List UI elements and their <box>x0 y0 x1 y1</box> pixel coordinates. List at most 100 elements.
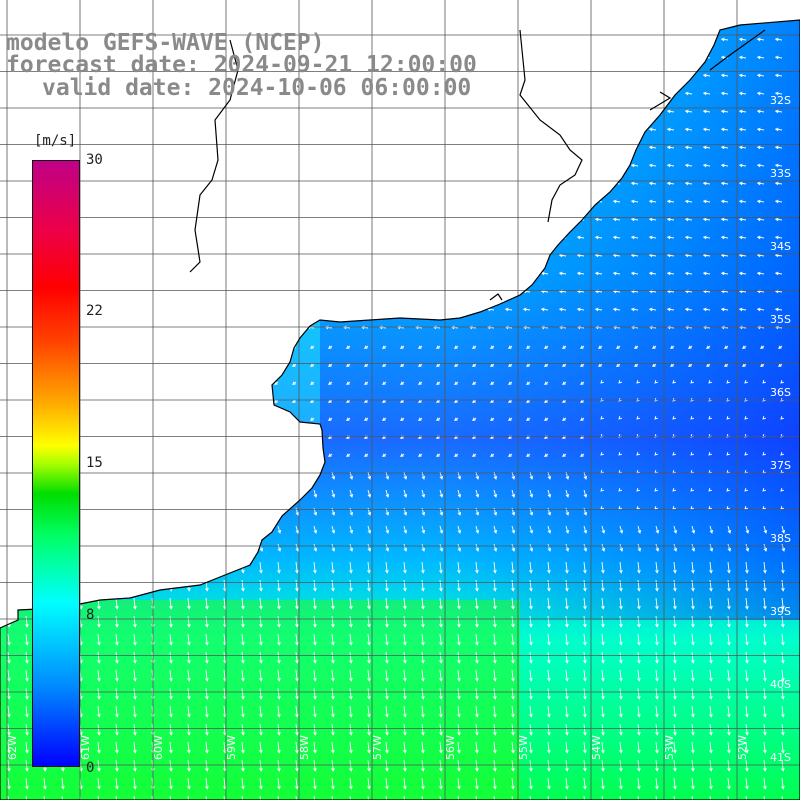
wind-arrow <box>439 579 443 592</box>
wind-arrow <box>490 417 495 421</box>
wind-arrow <box>637 687 641 700</box>
wind-arrow <box>763 651 767 664</box>
wind-arrow <box>277 597 281 610</box>
wind-arrow <box>565 651 569 664</box>
wind-arrow <box>205 759 209 772</box>
wind-arrow <box>382 381 387 385</box>
wind-arrow <box>439 723 443 736</box>
wind-arrow <box>744 487 749 492</box>
wind-arrow <box>619 579 623 592</box>
wind-arrow <box>295 561 299 574</box>
wind-arrow <box>385 759 389 772</box>
wind-arrow <box>385 579 389 592</box>
wind-arrow <box>508 381 513 385</box>
wind-arrow <box>349 777 353 790</box>
wind-arrow <box>702 199 711 204</box>
wind-arrow <box>745 525 750 534</box>
wind-arrow <box>313 561 317 574</box>
wind-arrow <box>277 723 281 736</box>
wind-arrow <box>295 579 299 592</box>
wind-arrow <box>7 723 11 736</box>
wind-arrow <box>565 579 569 592</box>
wind-arrow <box>313 669 317 682</box>
wind-arrow <box>367 615 371 628</box>
wind-arrow <box>490 381 495 385</box>
wind-arrow <box>241 633 245 646</box>
wind-arrow <box>684 307 693 312</box>
wind-arrow <box>115 705 119 718</box>
wind-arrow <box>439 687 443 700</box>
wind-arrow <box>781 597 785 610</box>
wind-arrow <box>511 579 515 592</box>
wind-arrow <box>601 561 605 574</box>
wind-arrow <box>25 669 29 682</box>
wind-arrow <box>133 597 137 610</box>
wind-arrow <box>454 363 459 367</box>
wind-arrow <box>666 199 675 204</box>
wind-arrow <box>472 381 477 385</box>
wind-arrow <box>475 741 479 754</box>
wind-arrow <box>295 723 299 736</box>
wind-arrow <box>205 777 209 790</box>
wind-arrow <box>331 489 336 498</box>
wind-arrow <box>346 417 351 421</box>
wind-arrow <box>529 579 533 592</box>
wind-arrow <box>277 741 281 754</box>
wind-arrow <box>436 381 441 385</box>
wind-arrow <box>744 505 749 510</box>
wind-arrow <box>691 669 695 682</box>
wind-arrow <box>565 633 569 646</box>
wind-arrow <box>708 379 713 384</box>
wind-arrow <box>403 597 407 610</box>
wind-arrow <box>648 307 657 312</box>
wind-arrow <box>259 615 263 628</box>
wind-arrow <box>774 307 783 312</box>
wind-arrow <box>672 379 677 384</box>
wind-arrow <box>756 235 765 240</box>
wind-arrow <box>547 597 551 610</box>
wind-arrow <box>565 489 570 498</box>
wind-arrow <box>421 651 425 664</box>
wind-arrow <box>594 217 603 222</box>
wind-arrow <box>529 561 533 574</box>
wind-arrow <box>511 633 515 646</box>
wind-arrow <box>493 795 497 800</box>
wind-arrow <box>745 615 749 628</box>
wind-arrow <box>781 759 785 772</box>
wind-arrow <box>601 795 605 800</box>
wind-arrow <box>612 235 621 240</box>
wind-arrow <box>756 55 765 60</box>
wind-arrow <box>756 271 765 276</box>
wind-arrow <box>709 597 713 610</box>
wind-arrow <box>457 543 462 552</box>
colorbar-tick-0: 0 <box>86 760 95 776</box>
wind-arrow <box>709 723 713 736</box>
wind-arrow <box>781 561 785 574</box>
wind-arrow <box>400 363 405 367</box>
wind-arrow <box>439 489 444 498</box>
wind-arrow <box>439 795 443 800</box>
longitude-label: 60W <box>152 735 165 760</box>
wind-arrow <box>709 795 713 800</box>
wind-arrow <box>583 615 587 628</box>
wind-arrow <box>475 489 480 498</box>
wind-arrow <box>636 379 641 384</box>
wind-arrow <box>706 363 711 367</box>
wind-arrow <box>648 235 657 240</box>
wind-arrow <box>691 633 695 646</box>
wind-arrow <box>666 127 675 132</box>
wind-arrow <box>600 415 605 420</box>
wind-arrow <box>241 597 245 610</box>
wind-arrow <box>684 181 693 186</box>
wind-arrow <box>25 795 29 800</box>
wind-arrow <box>781 777 785 790</box>
wind-arrow <box>673 795 677 800</box>
wind-arrow <box>457 741 461 754</box>
wind-arrow <box>364 417 369 421</box>
wind-arrow <box>7 759 11 772</box>
wind-arrow <box>612 199 621 204</box>
wind-arrow <box>418 453 423 457</box>
wind-arrow <box>672 505 677 510</box>
wind-arrow <box>720 109 729 114</box>
wind-arrow <box>331 741 335 754</box>
